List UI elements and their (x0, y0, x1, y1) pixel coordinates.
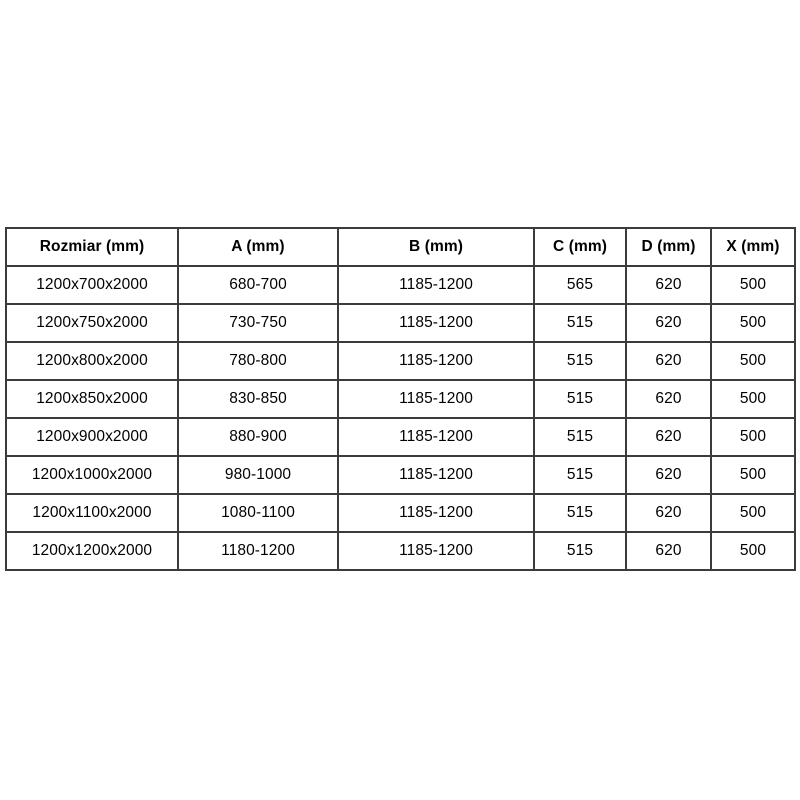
spec-table-wrapper: Rozmiar (mm) A (mm) B (mm) C (mm) D (mm)… (5, 227, 796, 571)
cell-b: 1185-1200 (337, 265, 535, 305)
table-row: 1200x1000x2000 980-1000 1185-1200 515 62… (5, 455, 796, 495)
table-row: 1200x700x2000 680-700 1185-1200 565 620 … (5, 265, 796, 305)
cell-x: 500 (710, 303, 796, 343)
cell-x: 500 (710, 455, 796, 495)
cell-x: 500 (710, 265, 796, 305)
cell-d: 620 (625, 303, 712, 343)
cell-size: 1200x1200x2000 (5, 531, 179, 571)
cell-a: 780-800 (177, 341, 339, 381)
cell-d: 620 (625, 531, 712, 571)
cell-a: 830-850 (177, 379, 339, 419)
table-row: 1200x1200x2000 1180-1200 1185-1200 515 6… (5, 531, 796, 571)
cell-c: 515 (533, 493, 627, 533)
table-body: 1200x700x2000 680-700 1185-1200 565 620 … (5, 265, 796, 571)
column-header-x: X (mm) (710, 227, 796, 267)
cell-size: 1200x750x2000 (5, 303, 179, 343)
table-row: 1200x850x2000 830-850 1185-1200 515 620 … (5, 379, 796, 419)
cell-b: 1185-1200 (337, 379, 535, 419)
cell-d: 620 (625, 341, 712, 381)
cell-c: 515 (533, 455, 627, 495)
cell-c: 515 (533, 341, 627, 381)
cell-size: 1200x900x2000 (5, 417, 179, 457)
table-header: Rozmiar (mm) A (mm) B (mm) C (mm) D (mm)… (5, 227, 796, 267)
cell-x: 500 (710, 341, 796, 381)
table-row: 1200x1100x2000 1080-1100 1185-1200 515 6… (5, 493, 796, 533)
cell-x: 500 (710, 417, 796, 457)
cell-x: 500 (710, 493, 796, 533)
column-header-a: A (mm) (177, 227, 339, 267)
table-row: 1200x800x2000 780-800 1185-1200 515 620 … (5, 341, 796, 381)
cell-c: 515 (533, 379, 627, 419)
cell-b: 1185-1200 (337, 341, 535, 381)
cell-a: 680-700 (177, 265, 339, 305)
cell-b: 1185-1200 (337, 417, 535, 457)
cell-a: 1080-1100 (177, 493, 339, 533)
cell-d: 620 (625, 265, 712, 305)
cell-a: 880-900 (177, 417, 339, 457)
cell-size: 1200x700x2000 (5, 265, 179, 305)
cell-c: 515 (533, 417, 627, 457)
cell-c: 515 (533, 303, 627, 343)
cell-c: 515 (533, 531, 627, 571)
cell-x: 500 (710, 531, 796, 571)
cell-a: 1180-1200 (177, 531, 339, 571)
cell-d: 620 (625, 379, 712, 419)
cell-b: 1185-1200 (337, 303, 535, 343)
cell-size: 1200x850x2000 (5, 379, 179, 419)
cell-size: 1200x800x2000 (5, 341, 179, 381)
column-header-d: D (mm) (625, 227, 712, 267)
cell-b: 1185-1200 (337, 531, 535, 571)
cell-a: 980-1000 (177, 455, 339, 495)
cell-size: 1200x1100x2000 (5, 493, 179, 533)
cell-b: 1185-1200 (337, 493, 535, 533)
table-row: 1200x900x2000 880-900 1185-1200 515 620 … (5, 417, 796, 457)
table-row: 1200x750x2000 730-750 1185-1200 515 620 … (5, 303, 796, 343)
cell-a: 730-750 (177, 303, 339, 343)
cell-d: 620 (625, 455, 712, 495)
cell-b: 1185-1200 (337, 455, 535, 495)
size-specification-table: Rozmiar (mm) A (mm) B (mm) C (mm) D (mm)… (5, 227, 796, 571)
column-header-b: B (mm) (337, 227, 535, 267)
column-header-c: C (mm) (533, 227, 627, 267)
cell-c: 565 (533, 265, 627, 305)
cell-x: 500 (710, 379, 796, 419)
cell-size: 1200x1000x2000 (5, 455, 179, 495)
cell-d: 620 (625, 493, 712, 533)
column-header-size: Rozmiar (mm) (5, 227, 179, 267)
table-header-row: Rozmiar (mm) A (mm) B (mm) C (mm) D (mm)… (5, 227, 796, 267)
cell-d: 620 (625, 417, 712, 457)
